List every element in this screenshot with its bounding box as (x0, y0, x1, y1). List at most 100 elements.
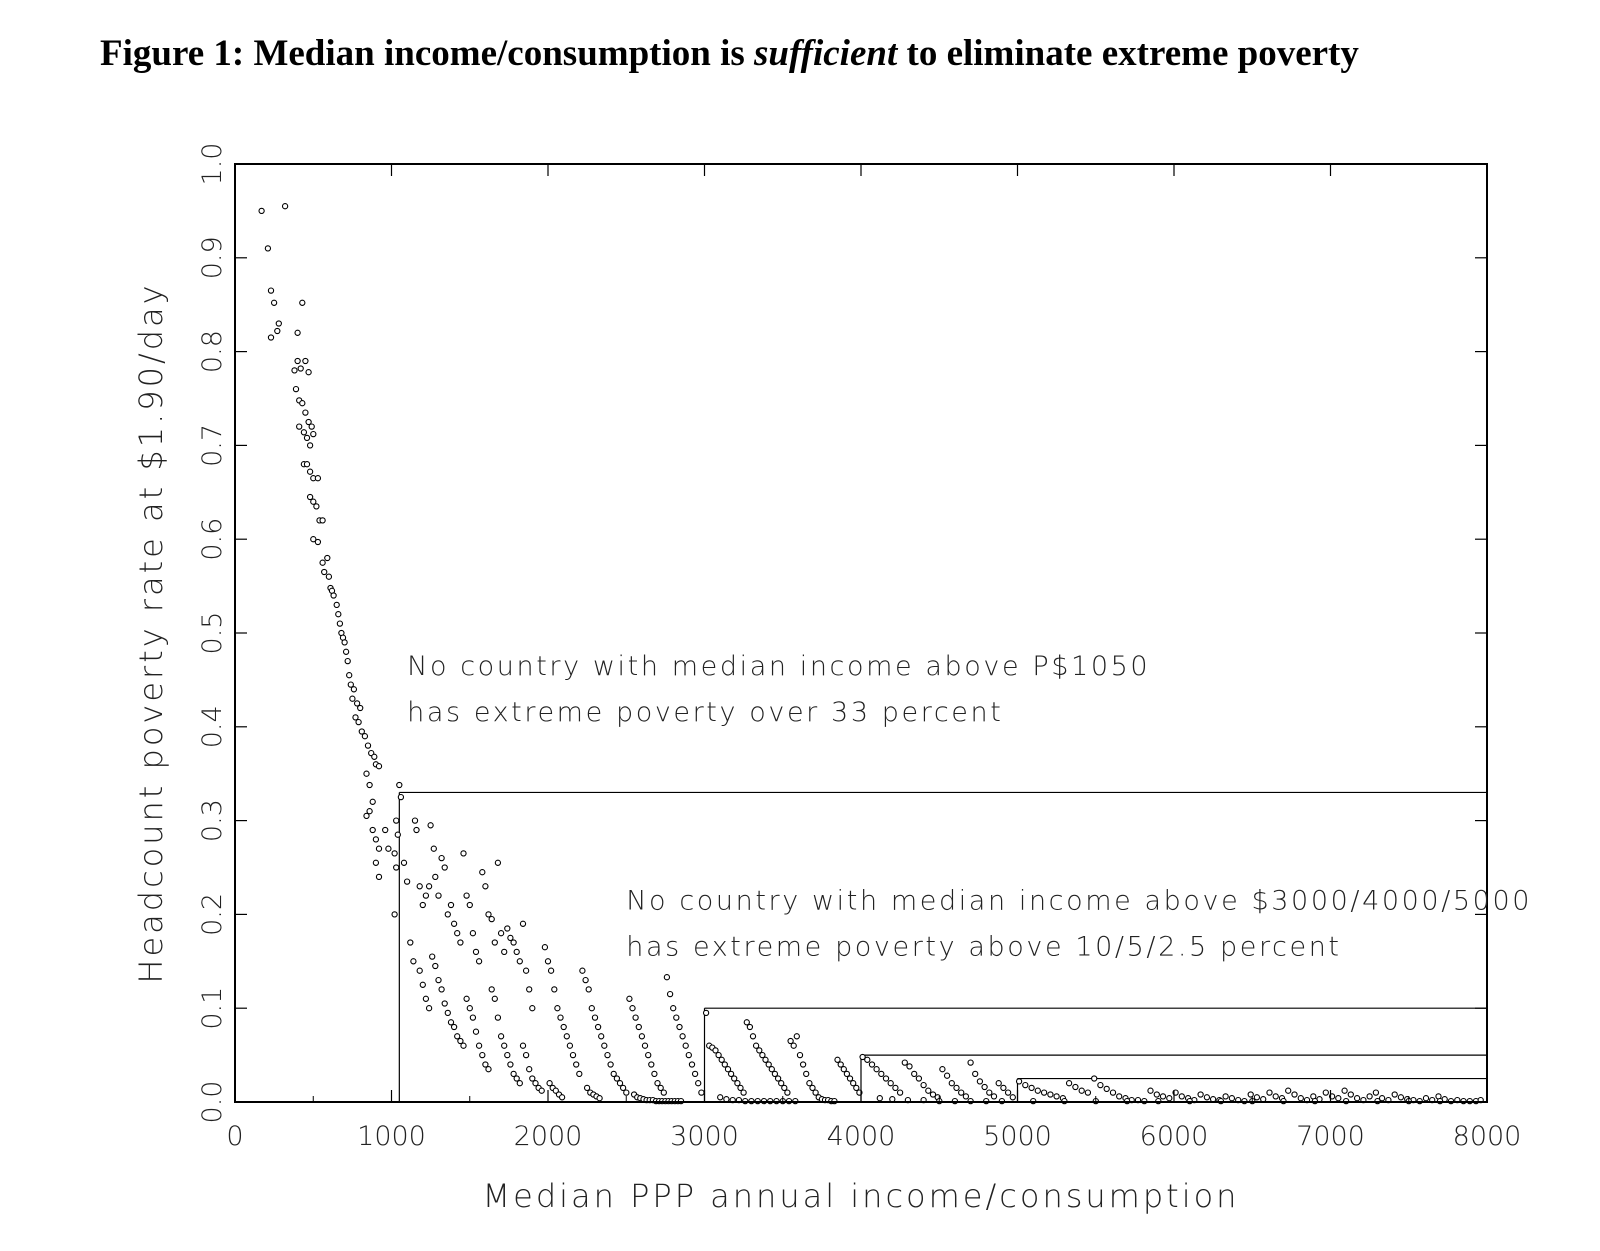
x-axis-label: Median PPP annual income/consumption (483, 1177, 1240, 1215)
data-point (771, 1070, 779, 1078)
data-point (410, 958, 417, 965)
data-point (258, 207, 265, 215)
data-point (479, 1051, 486, 1059)
data-point (291, 367, 298, 374)
data-point (281, 203, 289, 210)
data-point (313, 503, 320, 510)
data-point (629, 1005, 636, 1012)
data-point (457, 1037, 464, 1045)
x-tick-label: 6000 (1140, 1121, 1209, 1152)
data-point (516, 958, 523, 965)
data-point (657, 1084, 664, 1092)
data-point (778, 1080, 785, 1087)
data-point (372, 859, 380, 866)
data-point (314, 538, 322, 546)
data-point (943, 1072, 951, 1079)
data-point (663, 974, 671, 981)
data-point (463, 892, 470, 899)
data-point (953, 1084, 960, 1092)
data-point (314, 475, 322, 482)
data-point (302, 409, 309, 416)
data-point (787, 1037, 794, 1045)
data-point (717, 1094, 724, 1101)
data-point (538, 1087, 545, 1094)
data-point (1166, 1095, 1173, 1102)
data-point (466, 1005, 473, 1012)
data-point (519, 1042, 527, 1049)
data-point (526, 986, 533, 993)
y-tick-label: 0.8 (197, 330, 228, 373)
data-point (507, 1061, 514, 1068)
data-point (727, 1070, 735, 1078)
data-point (444, 911, 451, 918)
data-point (319, 517, 326, 524)
data-point (391, 911, 398, 918)
data-point (413, 826, 420, 834)
figure-title-suffix: to eliminate extreme poverty (897, 33, 1359, 74)
data-point (444, 1009, 451, 1017)
data-point (292, 385, 300, 393)
data-point (349, 695, 356, 702)
data-point (1022, 1081, 1029, 1089)
data-point (698, 1089, 705, 1096)
data-point (1272, 1093, 1279, 1100)
data-point (1116, 1093, 1123, 1100)
data-point (1159, 1093, 1167, 1100)
data-point (868, 1061, 876, 1068)
data-point (375, 845, 383, 852)
data-point (430, 845, 437, 852)
data-point (569, 1051, 577, 1059)
data-point (267, 334, 275, 341)
data-point (990, 1093, 998, 1100)
data-point (688, 1061, 696, 1068)
data-point (702, 1009, 710, 1017)
data-point (1222, 1093, 1229, 1100)
data-point (558, 1094, 566, 1101)
data-point (488, 915, 495, 923)
data-point (306, 468, 314, 475)
data-point (416, 883, 423, 890)
data-point (585, 986, 592, 993)
data-point (1053, 1093, 1060, 1100)
data-point (887, 1080, 894, 1087)
data-point (344, 657, 351, 665)
data-point (532, 1080, 539, 1087)
data-point (806, 1080, 813, 1087)
data-point (501, 948, 508, 956)
data-point (876, 1095, 883, 1102)
x-tick-label: 7000 (1296, 1121, 1365, 1152)
data-point (651, 1070, 658, 1078)
data-point (302, 357, 309, 365)
data-point (463, 995, 470, 1002)
data-point (679, 1033, 686, 1040)
data-point (660, 1089, 667, 1096)
data-point (1247, 1091, 1254, 1098)
data-point (507, 934, 514, 942)
data-point (1015, 1078, 1023, 1085)
data-point (366, 781, 373, 789)
data-point (267, 287, 275, 294)
data-point (1266, 1089, 1273, 1096)
data-point (355, 718, 362, 726)
data-point (457, 939, 464, 946)
data-point (494, 1014, 502, 1021)
data-point (873, 1066, 880, 1073)
data-point (724, 1066, 732, 1073)
data-point (582, 976, 589, 984)
data-point (319, 559, 326, 566)
data-point (513, 948, 520, 956)
data-point (450, 920, 458, 927)
data-point (837, 1061, 844, 1068)
data-point (695, 1080, 702, 1087)
data-point (1009, 1094, 1016, 1101)
data-point (361, 733, 369, 740)
data-point (447, 1019, 455, 1026)
data-point (519, 920, 527, 927)
data-point (579, 967, 586, 974)
data-point (1297, 1095, 1304, 1102)
data-point (299, 400, 306, 407)
data-point (793, 1033, 800, 1040)
data-point (619, 1084, 627, 1092)
data-point (352, 714, 359, 721)
data-point (623, 1089, 630, 1096)
